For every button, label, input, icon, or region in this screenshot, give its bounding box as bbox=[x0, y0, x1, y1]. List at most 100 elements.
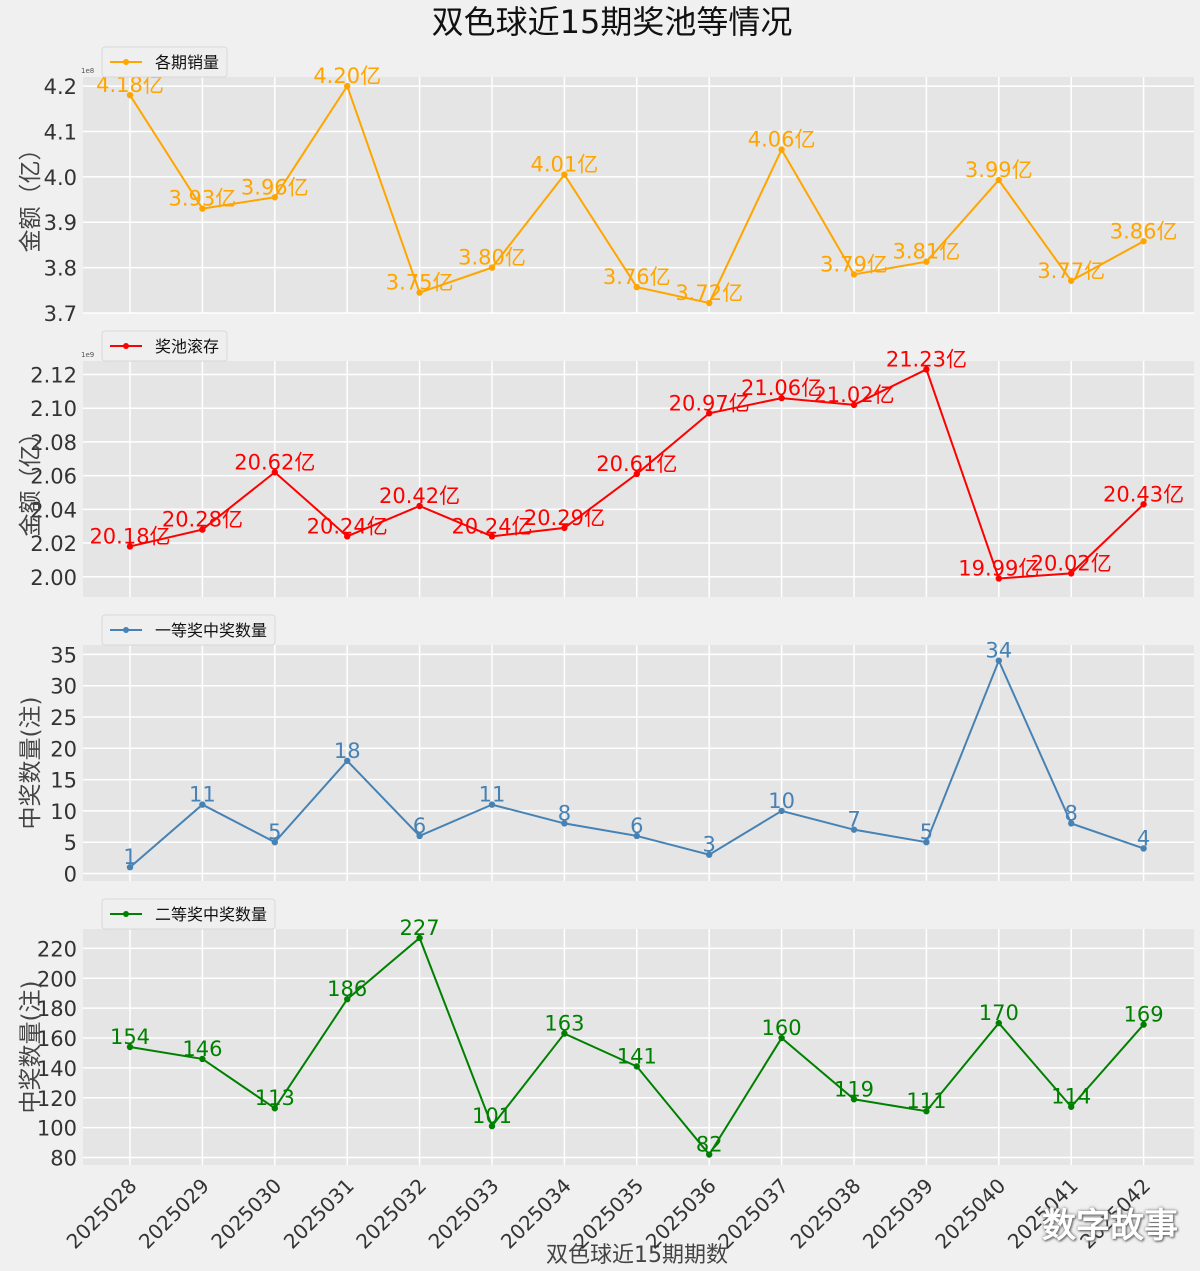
y-axis-label: 金额（亿） bbox=[18, 138, 44, 253]
data-point bbox=[126, 864, 134, 871]
data-point bbox=[633, 832, 640, 840]
x-tick-label: 2025039 bbox=[858, 1174, 938, 1254]
data-point bbox=[199, 205, 206, 212]
y-tick-label: 35 bbox=[50, 643, 77, 667]
y-tick-label: 2.06 bbox=[30, 465, 77, 489]
data-point bbox=[778, 807, 785, 815]
data-point bbox=[706, 1151, 713, 1158]
x-tick-label: 2025028 bbox=[62, 1174, 142, 1254]
y-tick-label: 160 bbox=[37, 1027, 77, 1051]
y-tick-label: 3.7 bbox=[44, 302, 77, 326]
data-label: 6 bbox=[630, 814, 643, 838]
x-tick-label: 2025037 bbox=[713, 1174, 793, 1254]
data-point bbox=[1140, 501, 1147, 508]
y-axis-label: 金额（亿） bbox=[18, 422, 44, 537]
data-label: 3.99亿 bbox=[965, 158, 1033, 182]
y-tick-label: 180 bbox=[37, 997, 77, 1021]
legend-marker bbox=[123, 59, 129, 65]
legend-marker bbox=[123, 911, 129, 917]
x-tick-label: 2025029 bbox=[134, 1174, 214, 1254]
data-label: 21.06亿 bbox=[741, 376, 822, 400]
data-point bbox=[344, 533, 351, 540]
data-point bbox=[706, 410, 713, 417]
y-tick-label: 15 bbox=[50, 769, 77, 793]
data-point bbox=[488, 1122, 496, 1130]
data-label: 3.86亿 bbox=[1110, 219, 1178, 243]
data-point bbox=[126, 543, 134, 550]
data-label: 101 bbox=[472, 1104, 512, 1128]
data-label: 141 bbox=[617, 1044, 657, 1068]
data-label: 20.24亿 bbox=[451, 514, 532, 538]
data-label: 163 bbox=[544, 1012, 584, 1036]
plot-area bbox=[83, 929, 1194, 1165]
data-point bbox=[850, 401, 858, 409]
y-tick-label: 80 bbox=[50, 1147, 77, 1171]
data-label: 3.81亿 bbox=[893, 240, 961, 264]
data-point bbox=[1068, 1103, 1075, 1110]
panel-3: 05101520253035中奖数量(注)1115186118631075348… bbox=[18, 614, 1194, 886]
panel-4: 80 100 120 140 160 180 200 220 中奖数量(注) 154 146 113 1… bbox=[18, 898, 1194, 1171]
data-label: 169 bbox=[1124, 1003, 1164, 1027]
data-point bbox=[271, 838, 278, 846]
data-point bbox=[416, 502, 423, 510]
y-tick-label: 2.12 bbox=[30, 363, 77, 387]
data-point bbox=[488, 801, 496, 808]
data-label: 3.72亿 bbox=[675, 281, 743, 305]
legend-label: 奖池滚存 bbox=[155, 337, 219, 356]
data-point bbox=[778, 394, 785, 402]
data-label: 3.75亿 bbox=[386, 271, 454, 295]
legend-box bbox=[101, 330, 228, 362]
data-label: 186 bbox=[327, 977, 367, 1001]
data-label: 20.97亿 bbox=[669, 391, 750, 415]
chart-title: 双色球近15期奖池等情况 bbox=[432, 3, 793, 41]
data-label: 3.96亿 bbox=[241, 175, 309, 199]
data-point bbox=[923, 1108, 930, 1115]
data-label: 4 bbox=[1137, 826, 1150, 850]
data-label: 20.02亿 bbox=[1031, 551, 1112, 575]
data-label: 160 bbox=[762, 1016, 802, 1040]
data-point bbox=[416, 934, 423, 942]
data-point bbox=[199, 526, 206, 533]
y-tick-label: 140 bbox=[37, 1057, 77, 1081]
data-label: 119 bbox=[834, 1077, 874, 1101]
data-point bbox=[1140, 845, 1147, 852]
legend-box bbox=[101, 898, 276, 930]
data-point bbox=[995, 657, 1002, 664]
y-tick-label: 4.2 bbox=[44, 75, 77, 99]
legend-label: 二等奖中奖数量 bbox=[155, 905, 267, 924]
data-point bbox=[850, 271, 858, 278]
data-point bbox=[488, 264, 496, 271]
x-tick-label: 2025030 bbox=[206, 1174, 286, 1254]
data-label: 3 bbox=[703, 833, 716, 857]
data-label: 8 bbox=[558, 801, 571, 825]
data-point bbox=[778, 1034, 785, 1042]
data-point bbox=[850, 826, 858, 833]
watermark: 数字故事 bbox=[1042, 1206, 1178, 1246]
data-label: 20.28亿 bbox=[162, 508, 243, 532]
x-tick-label: 2025040 bbox=[930, 1174, 1010, 1254]
data-point bbox=[1140, 238, 1147, 245]
data-point bbox=[199, 1055, 206, 1063]
axis-offset-label: 1e8 bbox=[81, 67, 94, 75]
data-label: 7 bbox=[847, 808, 860, 832]
data-point bbox=[488, 533, 496, 540]
data-label: 5 bbox=[920, 820, 933, 844]
x-tick-label: 2025033 bbox=[424, 1174, 504, 1254]
data-label: 3.93亿 bbox=[169, 187, 237, 211]
y-tick-label: 4.1 bbox=[44, 120, 77, 144]
data-point bbox=[923, 838, 930, 846]
y-tick-label: 120 bbox=[37, 1087, 77, 1111]
data-label: 4.06亿 bbox=[748, 128, 816, 152]
y-tick-label: 2.00 bbox=[30, 566, 77, 590]
y-tick-label: 2.08 bbox=[30, 431, 77, 455]
y-tick-label: 2.04 bbox=[30, 498, 77, 522]
x-tick-label: 2025038 bbox=[786, 1174, 866, 1254]
data-point bbox=[344, 757, 351, 765]
legend-box bbox=[101, 46, 228, 78]
legend-marker bbox=[123, 627, 129, 633]
data-label: 10 bbox=[768, 789, 795, 813]
data-label: 3.79亿 bbox=[820, 252, 888, 276]
x-tick-label: 2025035 bbox=[568, 1174, 648, 1254]
x-axis-label: 双色球近15期期数 bbox=[546, 1243, 728, 1268]
